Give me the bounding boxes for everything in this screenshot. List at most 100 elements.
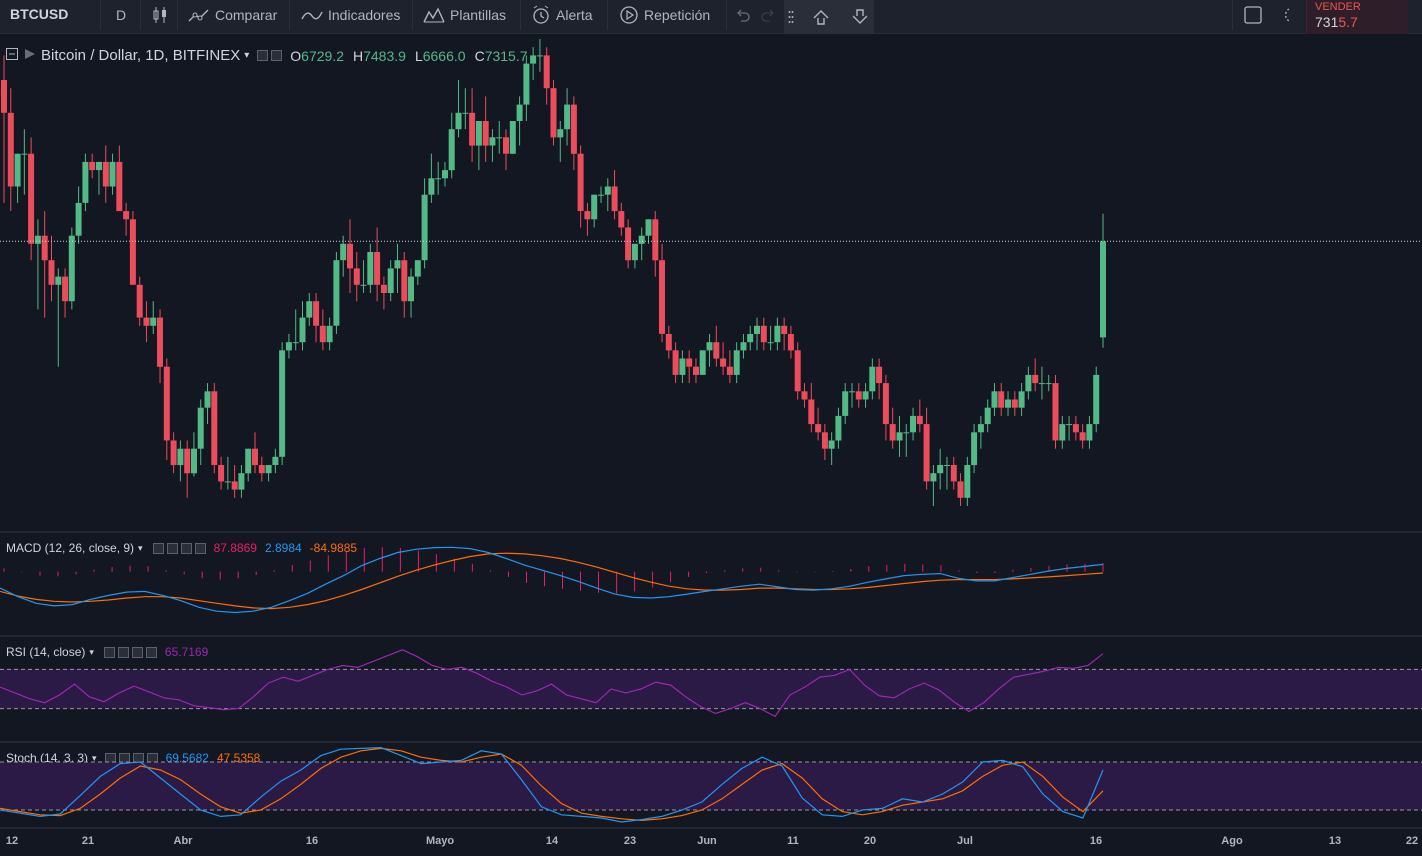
candle-body xyxy=(34,235,41,244)
candle xyxy=(937,448,944,490)
candle-body xyxy=(781,325,788,334)
candle-body xyxy=(408,276,414,302)
candle-body xyxy=(611,186,618,212)
eye-icon[interactable] xyxy=(257,50,269,61)
candle xyxy=(896,415,903,457)
candle xyxy=(543,47,550,105)
trading-panel-button[interactable] xyxy=(1280,0,1294,30)
candle xyxy=(442,161,448,187)
arrow-down-icon[interactable] xyxy=(850,7,870,27)
candle-body xyxy=(645,219,652,236)
candle-body xyxy=(1052,383,1059,441)
stoch-band xyxy=(0,762,1422,810)
candle-body xyxy=(991,391,998,408)
replay-button[interactable]: Repetición xyxy=(619,0,710,30)
candle xyxy=(197,399,204,465)
symbol-button[interactable]: BTCUSD xyxy=(10,6,69,22)
close-icon[interactable] xyxy=(194,542,206,554)
candle-body xyxy=(876,366,883,384)
high-value: 7483.9 xyxy=(363,47,406,64)
symbol-flag-icon xyxy=(24,47,36,64)
rsi-value: 65.7169 xyxy=(164,645,209,659)
candle-body xyxy=(1093,374,1100,425)
candle xyxy=(767,325,774,351)
candle xyxy=(564,88,571,146)
chart-type-button[interactable] xyxy=(152,0,168,30)
arrow-up-icon[interactable] xyxy=(811,7,831,27)
stoch-d-line xyxy=(0,747,1104,822)
macd-pane[interactable] xyxy=(0,546,1104,614)
candle-body xyxy=(625,227,632,261)
candle xyxy=(82,153,89,212)
compare-label: Comparar xyxy=(215,7,278,23)
macd-label[interactable]: MACD (12, 26, close, 9) xyxy=(6,541,135,555)
candle xyxy=(475,121,482,171)
time-axis-label: 23 xyxy=(624,835,636,847)
candle xyxy=(665,325,672,359)
eye-icon[interactable] xyxy=(103,646,115,658)
candle-body xyxy=(543,55,550,89)
time-axis[interactable]: 12 21 Abr 16 Mayo 14 23 Jun 11 20 Jul 16 Ago 13 22 xyxy=(6,835,1418,847)
candle-body xyxy=(971,432,978,466)
candle-body xyxy=(258,465,265,474)
macd-value: 2.8984 xyxy=(264,541,302,555)
rsi-dropdown-icon[interactable]: ▾ xyxy=(89,646,94,657)
stoch-pane[interactable] xyxy=(0,746,1422,823)
eye-icon[interactable] xyxy=(152,542,164,554)
candle xyxy=(1072,415,1079,441)
alert-label: Alerta xyxy=(556,7,593,23)
candle-body xyxy=(326,325,333,343)
candle xyxy=(414,260,421,285)
plus-icon[interactable] xyxy=(131,646,143,658)
rsi-pane[interactable] xyxy=(0,649,1422,718)
compare-button[interactable]: Comparar xyxy=(188,0,277,30)
candle-body xyxy=(964,465,971,498)
collapse-icon[interactable] xyxy=(6,47,18,64)
candle xyxy=(828,432,835,465)
candle-body xyxy=(1079,432,1086,441)
candle-body xyxy=(394,260,401,269)
title-dropdown-icon[interactable]: ▾ xyxy=(244,50,250,61)
candle-body xyxy=(808,399,815,425)
stoch-label[interactable]: Stoch (14, 3, 3) xyxy=(6,751,89,765)
toolbar-separator xyxy=(140,0,141,30)
candle-body xyxy=(414,260,421,277)
candle-body xyxy=(496,137,503,139)
chart-title[interactable]: Bitcoin / Dollar, 1D, BITFINEX xyxy=(41,47,241,64)
plus-icon[interactable] xyxy=(180,542,192,554)
stoch-dropdown-icon[interactable]: ▾ xyxy=(92,752,97,763)
macd-dropdown-icon[interactable]: ▾ xyxy=(138,542,143,553)
rsi-label[interactable]: RSI (14, close) xyxy=(6,645,86,659)
redo-button[interactable] xyxy=(761,0,777,30)
chart-canvas[interactable]: 12 21 Abr 16 Mayo 14 23 Jun 11 20 Jul 16 Ago 13 22 xyxy=(0,34,1422,856)
close-icon[interactable] xyxy=(145,646,157,658)
candle xyxy=(530,47,537,80)
alert-button[interactable]: Alerta xyxy=(531,0,593,30)
settings-icon[interactable] xyxy=(166,542,178,554)
candle xyxy=(1025,366,1032,400)
candle xyxy=(48,235,55,302)
candle xyxy=(319,309,326,351)
interval-button[interactable]: D xyxy=(116,0,126,30)
candle xyxy=(523,55,530,121)
candle xyxy=(482,96,489,162)
price-pane[interactable] xyxy=(0,39,1422,506)
toolbar-separator xyxy=(100,0,101,30)
templates-button[interactable]: Plantillas xyxy=(423,0,506,30)
sell-button[interactable]: VENDER 7315.7 xyxy=(1306,0,1408,34)
candle-body xyxy=(564,104,571,130)
candle xyxy=(170,432,177,474)
candle-body xyxy=(448,129,455,171)
candle-body xyxy=(747,334,754,343)
fullscreen-button[interactable] xyxy=(1243,0,1263,30)
candle-body xyxy=(96,161,102,171)
settings-icon[interactable] xyxy=(117,646,129,658)
sell-price-accent: 5.7 xyxy=(1338,14,1358,30)
undo-button[interactable] xyxy=(734,0,750,30)
candle xyxy=(1066,415,1073,441)
candle xyxy=(808,383,815,433)
candle xyxy=(245,448,252,482)
settings-icon[interactable] xyxy=(271,50,283,61)
drag-handle-icon[interactable] xyxy=(788,10,794,24)
indicators-button[interactable]: Indicadores xyxy=(301,0,400,30)
